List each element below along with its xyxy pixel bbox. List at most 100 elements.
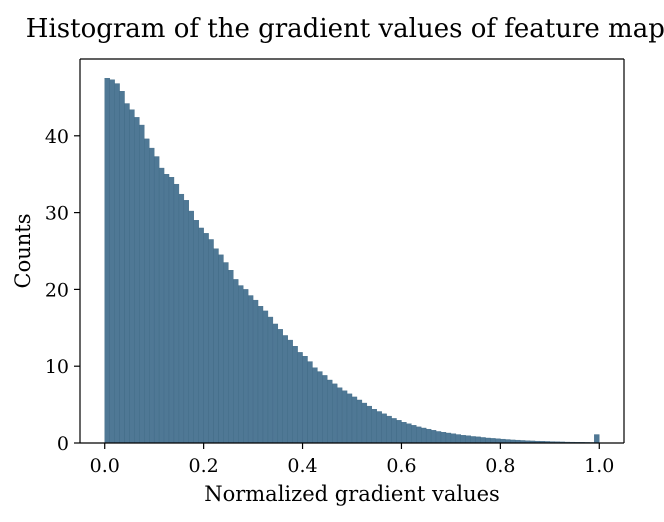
histogram-bar xyxy=(421,427,427,444)
histogram-bar xyxy=(277,329,283,444)
histogram-bar xyxy=(208,239,214,444)
histogram-bar xyxy=(470,436,476,444)
histogram-bar xyxy=(193,220,199,444)
histogram-bar xyxy=(396,420,402,444)
histogram-bar xyxy=(445,432,452,444)
histogram-bar xyxy=(406,423,412,444)
histogram-bar xyxy=(233,279,239,444)
histogram-bar xyxy=(124,103,130,444)
x-tick-label: 0.4 xyxy=(287,455,317,477)
histogram-bar xyxy=(213,248,219,444)
y-tick-label: 20 xyxy=(45,279,69,301)
histogram-bar xyxy=(440,432,447,444)
histogram-bar xyxy=(391,418,397,444)
histogram-bar xyxy=(198,227,204,444)
histogram-bar xyxy=(356,399,363,444)
y-tick-label: 0 xyxy=(57,433,69,455)
histogram-bar xyxy=(104,77,110,444)
histogram-bar xyxy=(455,434,462,444)
histogram-bar xyxy=(109,79,115,444)
histogram-bar xyxy=(381,413,387,444)
histogram-bar xyxy=(361,402,368,444)
histogram-bar xyxy=(114,83,120,444)
histogram-bar xyxy=(480,437,486,444)
histogram-bar xyxy=(119,91,125,444)
x-tick-label: 0.8 xyxy=(485,455,515,477)
histogram-bar xyxy=(153,156,160,444)
histogram-bar xyxy=(411,425,417,444)
histogram-bar xyxy=(282,335,288,444)
histogram-bar xyxy=(460,435,466,444)
histogram-bar xyxy=(173,183,180,444)
histogram-bar xyxy=(168,177,175,444)
axes-frame xyxy=(79,58,625,444)
histogram-bar xyxy=(272,323,279,444)
histogram-bar xyxy=(188,210,194,444)
histogram-bar xyxy=(247,295,254,444)
histogram-bar xyxy=(223,262,229,444)
histogram-bar xyxy=(163,173,170,444)
histogram-bar xyxy=(262,310,269,444)
histogram-bar xyxy=(158,167,165,444)
histogram-bar xyxy=(495,438,501,444)
histogram-bar xyxy=(341,390,348,444)
histogram-bar xyxy=(203,233,209,444)
histogram-bar xyxy=(376,411,382,444)
histogram-bar xyxy=(302,356,308,444)
histogram-bar xyxy=(490,438,496,444)
histogram-bar xyxy=(307,361,313,444)
histogram-bar xyxy=(351,396,358,444)
histogram-bar xyxy=(594,434,600,444)
histogram-bar xyxy=(257,306,264,444)
histogram-bar xyxy=(149,147,155,444)
histogram-bar xyxy=(416,426,422,444)
x-axis-ticks: 0.0 0.2 0.4 0.6 0.8 1.0 xyxy=(90,443,614,477)
histogram-bar xyxy=(139,124,145,444)
x-tick-label: 1.0 xyxy=(584,455,614,477)
y-axis-ticks: 0 10 20 30 40 xyxy=(45,126,80,455)
histogram-bar xyxy=(425,428,432,444)
histogram-bar xyxy=(242,289,249,444)
histogram-bar xyxy=(435,431,442,444)
histogram-bar xyxy=(450,433,457,444)
x-tick-label: 0.0 xyxy=(90,455,120,477)
histogram-bar xyxy=(292,346,298,444)
histogram-bar xyxy=(178,193,185,444)
x-axis-label: Normalized gradient values xyxy=(204,482,500,506)
histogram-bar xyxy=(317,371,323,444)
chart-title: Histogram of the gradient values of feat… xyxy=(26,14,664,44)
histogram-bar xyxy=(183,200,190,444)
histogram-bar xyxy=(312,367,318,444)
histogram-bar xyxy=(129,109,135,444)
histogram-bar xyxy=(267,316,274,444)
histogram-bar xyxy=(475,436,481,444)
y-tick-label: 40 xyxy=(45,126,69,148)
histogram-bar xyxy=(134,117,140,444)
histogram-bar xyxy=(144,138,150,444)
y-axis-label: Counts xyxy=(11,214,35,289)
x-tick-label: 0.2 xyxy=(189,455,219,477)
x-tick-label: 0.6 xyxy=(386,455,416,477)
histogram-bar xyxy=(287,339,293,444)
histogram-bar xyxy=(228,270,234,444)
histogram-bars xyxy=(104,77,600,444)
histogram-bar xyxy=(238,285,244,444)
histogram-bar xyxy=(322,375,328,444)
histogram-bar xyxy=(218,254,224,444)
histogram-bar xyxy=(332,383,338,444)
histogram-bar xyxy=(252,299,259,444)
histogram-bar xyxy=(366,405,372,444)
y-tick-label: 30 xyxy=(45,203,69,225)
histogram-bar xyxy=(386,415,392,444)
histogram-bar xyxy=(346,393,353,444)
histogram-bar xyxy=(327,379,333,444)
histogram-bar xyxy=(485,437,491,444)
histogram-bar xyxy=(401,422,407,444)
histogram-bar xyxy=(297,352,303,444)
histogram-bar xyxy=(371,409,377,444)
histogram-bar xyxy=(336,387,343,444)
histogram-bar xyxy=(465,435,471,444)
histogram-bar xyxy=(430,430,437,444)
